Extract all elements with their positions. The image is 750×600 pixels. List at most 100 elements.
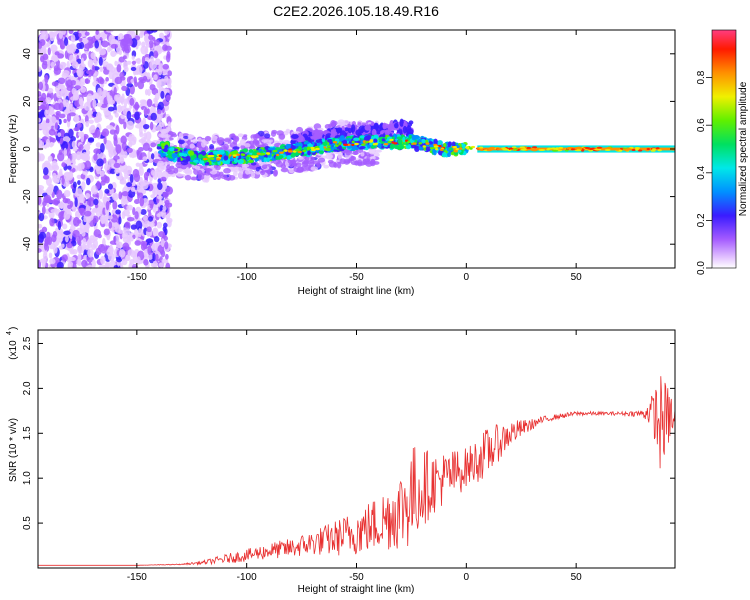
spectrogram-cell xyxy=(167,219,172,228)
spectrogram-cell xyxy=(59,39,65,49)
spectrogram-cell xyxy=(339,158,346,165)
spectrogram-cell xyxy=(278,155,284,159)
spectrogram-cell xyxy=(133,76,137,84)
spectrogram-cell xyxy=(104,221,109,227)
spectrogram-cell xyxy=(38,139,43,148)
spectrogram-cell xyxy=(272,149,278,153)
spectrogram-cell xyxy=(59,61,66,70)
x-tick-label: -150 xyxy=(127,572,147,583)
spectrogram-cell xyxy=(164,241,169,250)
spectrogram-cell xyxy=(124,33,132,44)
y-tick-label: 20 xyxy=(22,95,33,107)
spectrogram-cell xyxy=(139,120,144,128)
spectrogram-cell xyxy=(103,228,110,236)
spectrogram-cell xyxy=(307,146,311,149)
spectrogram-cell xyxy=(49,116,57,127)
spectrogram-cell xyxy=(66,242,73,249)
spectrogram-cell xyxy=(433,145,439,148)
spectrogram-cell xyxy=(374,149,382,153)
spectrogram-cell xyxy=(197,154,204,159)
spectrogram-cell xyxy=(615,148,620,151)
spectrogram-cell xyxy=(132,207,136,216)
spectrogram-cell xyxy=(312,160,321,165)
spectrogram-cell xyxy=(407,140,411,144)
spectrogram-cell xyxy=(496,148,503,151)
spectrogram-cell xyxy=(369,139,374,142)
colorbar-tick-label: 0.4 xyxy=(696,165,707,179)
spectrogram-cell xyxy=(164,199,170,206)
spectrogram-cell xyxy=(58,228,64,235)
snr-exponent-close: ) xyxy=(8,327,19,330)
spectrogram-cell xyxy=(126,182,133,188)
spectrogram-cell xyxy=(76,67,84,78)
spectrogram-cell xyxy=(342,120,350,125)
spectrogram-cell xyxy=(443,143,447,148)
spectrogram-cell xyxy=(87,248,94,258)
spectrogram-cell xyxy=(129,97,135,106)
spectrogram-cell xyxy=(326,145,331,148)
spectrogram-cell xyxy=(66,79,73,87)
spectrogram-cell xyxy=(69,54,75,64)
spectrogram-cell xyxy=(149,121,154,131)
spectrogram-cell xyxy=(429,147,434,150)
spectrogram-cell xyxy=(399,118,404,127)
spectrogram-cell xyxy=(364,124,371,131)
spectrogram-cell xyxy=(441,152,447,158)
spectrogram-cell xyxy=(148,34,154,41)
spectrogram-cell xyxy=(65,235,69,243)
spectrogram-cell xyxy=(73,216,80,227)
spectrogram-cell xyxy=(347,127,352,134)
spectrogram-cell xyxy=(164,30,170,35)
spectrogram-cell xyxy=(84,160,92,170)
spectrogram-cell xyxy=(99,170,105,177)
spectrogram-cell xyxy=(194,165,201,170)
spectrogram-cell xyxy=(91,259,96,268)
spectrogram-cell xyxy=(60,89,68,97)
spectrogram-cell xyxy=(302,149,306,153)
spectrogram-cell xyxy=(132,168,140,178)
spectrogram-cell xyxy=(118,229,124,234)
spectrogram-cell xyxy=(280,167,289,173)
spectrogram-cell xyxy=(157,182,163,190)
spectrogram-cell xyxy=(112,200,118,210)
spectrogram-cell xyxy=(158,115,162,125)
spectrogram-cell xyxy=(38,185,45,191)
spectrogram-cell xyxy=(266,157,271,162)
spectrogram-cell xyxy=(310,146,315,150)
spectrogram-cell xyxy=(162,157,168,162)
spectrogram-cell xyxy=(103,191,107,202)
colorbar-tick-label: 0.2 xyxy=(696,213,707,227)
spectrogram-cell xyxy=(96,180,101,190)
spectrogram-cell xyxy=(144,36,149,46)
spectrogram-cell xyxy=(55,84,59,93)
spectrogram-cell xyxy=(156,109,162,115)
spectrogram-cell xyxy=(315,139,320,143)
x-tick-label: 50 xyxy=(571,572,583,583)
spectrogram-cell xyxy=(113,86,117,97)
spectrogram-cell xyxy=(78,33,82,38)
spectrogram-cell xyxy=(165,53,171,63)
spectrogram-cell xyxy=(94,60,98,67)
spectrogram-cell xyxy=(46,186,53,196)
spectrogram-cell xyxy=(359,146,366,149)
spectrogram-cell xyxy=(237,159,244,165)
spectrogram-panel: -150 -100 -50 0 50 -40 -20 0 20 40 Height of str… xyxy=(8,29,676,297)
spectrogram-cell xyxy=(160,90,165,99)
spectrogram-cell xyxy=(162,63,170,70)
spectrogram-cell xyxy=(635,148,639,151)
spectrogram-cell xyxy=(113,162,121,169)
spectrogram-x-label: Height of straight line (km) xyxy=(298,286,415,297)
spectrogram-cell xyxy=(421,138,426,144)
spectrogram-cell xyxy=(87,238,95,244)
spectrogram-cell xyxy=(96,158,104,167)
spectrogram-y-label: Frequency (Hz) xyxy=(8,115,19,184)
spectrogram-cell xyxy=(291,134,299,139)
spectrogram-cell xyxy=(124,221,131,229)
y-tick-label: -40 xyxy=(22,237,33,252)
spectrogram-cell xyxy=(114,168,120,175)
spectrogram-cell xyxy=(513,148,518,151)
snr-background xyxy=(38,330,675,568)
spectrogram-cell xyxy=(147,253,153,260)
spectrogram-cell xyxy=(154,93,160,101)
spectrogram-cell xyxy=(130,186,136,192)
